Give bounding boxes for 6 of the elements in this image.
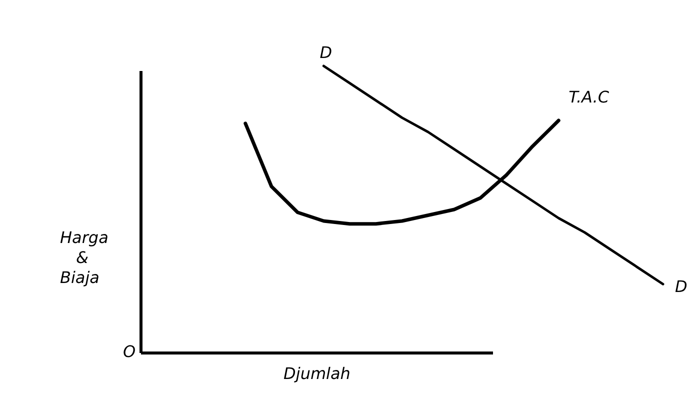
y-axis-title: Harga & Biaja [60,228,108,287]
x-axis-title: Djumlah [284,364,350,383]
annotation: O [123,342,136,361]
series-label: D [675,277,688,296]
series-label: T.A.C [568,88,610,107]
text: D [320,43,332,62]
